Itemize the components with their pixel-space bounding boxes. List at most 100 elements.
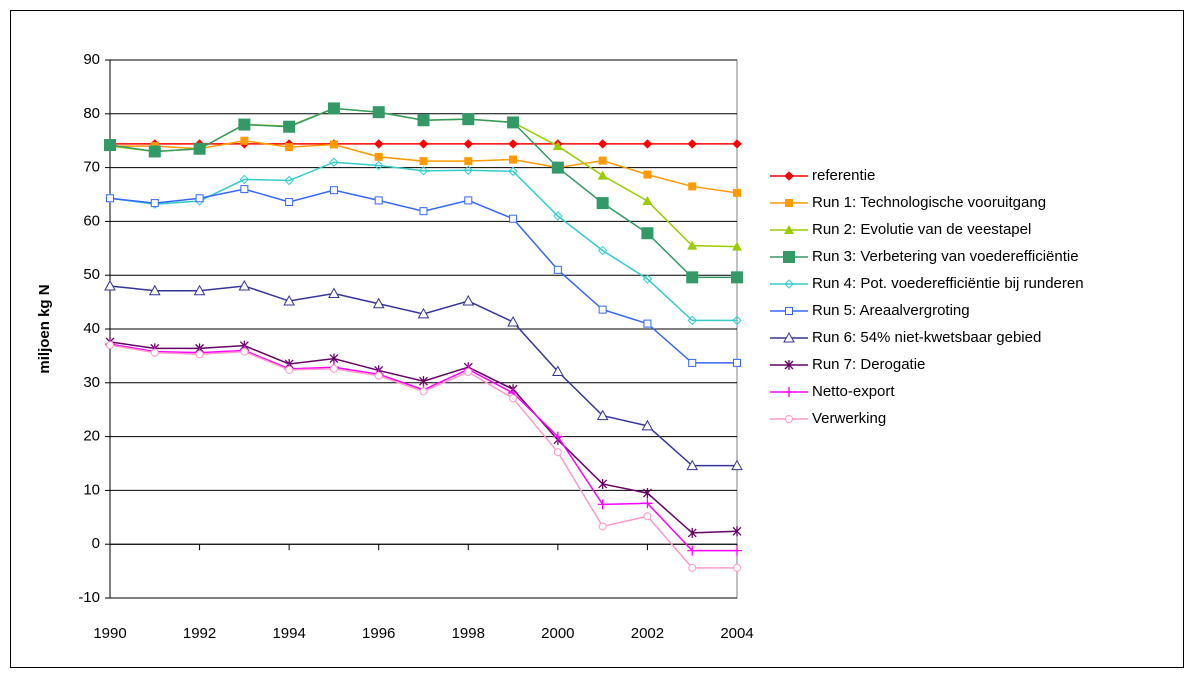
marker — [462, 113, 475, 126]
marker — [687, 545, 698, 556]
marker — [597, 245, 608, 256]
marker — [783, 251, 795, 263]
marker — [240, 185, 249, 194]
marker — [731, 271, 743, 284]
marker — [551, 161, 564, 174]
marker — [238, 279, 251, 291]
marker — [463, 165, 473, 175]
x-tick-label: 2004 — [720, 625, 753, 642]
legend-label: Run 1: Technologische vooruitgang — [812, 194, 1046, 211]
y-tick-label: 60 — [83, 212, 100, 229]
marker — [509, 214, 518, 223]
y-tick-label: 80 — [83, 105, 100, 122]
legend-label: Run 2: Evolutie van de veestapel — [812, 221, 1031, 238]
marker — [643, 170, 652, 179]
legend-label: referentie — [812, 167, 875, 184]
y-tick-label: 0 — [92, 535, 100, 552]
marker — [553, 211, 563, 221]
marker — [784, 279, 794, 289]
x-tick-label: 1996 — [362, 625, 395, 642]
y-tick-label: 10 — [83, 481, 100, 498]
marker — [687, 527, 697, 538]
marker — [464, 196, 473, 205]
marker — [374, 152, 383, 161]
marker — [596, 409, 609, 421]
marker — [329, 157, 339, 167]
marker — [687, 139, 697, 149]
marker — [597, 499, 608, 510]
marker — [784, 387, 794, 397]
y-axis-label: miljoen kg N — [36, 284, 53, 373]
y-tick-label: 40 — [83, 320, 100, 337]
marker — [238, 118, 251, 131]
marker — [785, 199, 793, 207]
marker — [464, 157, 473, 166]
marker — [733, 358, 741, 367]
marker — [642, 139, 653, 149]
x-tick-label: 1998 — [452, 625, 485, 642]
marker — [509, 155, 518, 164]
marker — [598, 478, 608, 489]
marker — [641, 227, 654, 240]
marker — [686, 459, 699, 471]
marker — [732, 139, 742, 149]
marker — [104, 279, 116, 291]
marker — [240, 136, 249, 145]
marker — [641, 419, 654, 431]
marker — [374, 371, 383, 380]
marker — [374, 139, 384, 149]
marker — [688, 358, 697, 367]
marker — [686, 271, 699, 284]
marker — [148, 145, 161, 158]
x-tick-label: 1990 — [93, 625, 126, 642]
marker — [372, 106, 385, 119]
marker — [419, 207, 428, 216]
legend-label: Run 5: Areaalvergroting — [812, 302, 970, 319]
marker — [418, 139, 429, 149]
legend-label: Run 3: Verbetering van voederefficiëntie — [812, 248, 1079, 265]
marker — [106, 341, 114, 350]
marker — [417, 114, 430, 127]
y-tick-label: 20 — [83, 428, 100, 445]
marker — [784, 225, 794, 234]
marker — [104, 139, 116, 152]
marker — [462, 294, 475, 306]
marker — [150, 348, 159, 357]
x-tick-label: 2002 — [631, 625, 664, 642]
marker — [731, 459, 743, 471]
marker — [785, 415, 793, 423]
legend-label: Netto-export — [812, 383, 895, 400]
marker — [508, 166, 518, 177]
marker — [783, 331, 795, 343]
marker — [507, 315, 519, 327]
marker — [596, 197, 609, 210]
marker — [283, 120, 296, 133]
marker — [508, 139, 518, 149]
marker — [733, 188, 741, 197]
marker — [374, 160, 384, 171]
marker — [688, 563, 697, 572]
marker — [418, 166, 429, 176]
marker — [464, 368, 473, 377]
legend-label: Run 6: 54% niet-kwetsbaar gebied — [812, 329, 1041, 346]
x-tick-label: 1994 — [272, 625, 305, 642]
y-tick-label: 90 — [83, 51, 100, 68]
marker — [328, 287, 340, 298]
marker — [419, 387, 428, 396]
marker — [784, 360, 794, 370]
marker — [687, 315, 697, 326]
marker — [552, 365, 564, 377]
marker — [643, 512, 652, 521]
marker — [598, 305, 607, 314]
marker — [285, 365, 294, 374]
y-tick-label: -10 — [78, 589, 100, 606]
marker — [193, 284, 206, 296]
marker — [374, 196, 383, 205]
marker — [329, 353, 339, 364]
marker — [193, 142, 206, 155]
series-line — [109, 161, 737, 322]
marker — [150, 199, 159, 208]
marker — [732, 241, 742, 251]
legend-label: Verwerking — [812, 410, 886, 427]
